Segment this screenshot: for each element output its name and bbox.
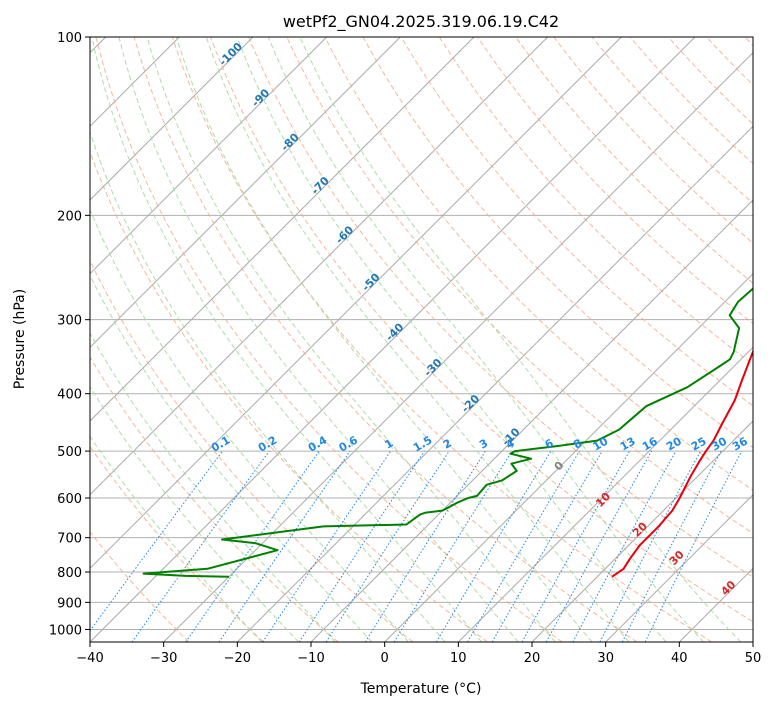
mixing-ratio-line bbox=[600, 451, 701, 642]
isotherm-line bbox=[753, 37, 775, 642]
y-tick-label: 100 bbox=[57, 31, 82, 46]
isotherm-line bbox=[606, 37, 775, 642]
moist-adiabat bbox=[0, 37, 262, 642]
x-axis: −40 −30 −20 −10 0 10 20 30 40 50 bbox=[76, 642, 761, 666]
x-tick-label: −40 bbox=[76, 651, 103, 666]
isotherm-line bbox=[385, 37, 775, 642]
dry-adiabat bbox=[668, 37, 775, 642]
isotherm-line bbox=[0, 37, 474, 642]
y-axis-label: Pressure (hPa) bbox=[12, 289, 28, 389]
y-tick-label: 600 bbox=[57, 492, 82, 507]
x-tick-label: −20 bbox=[224, 651, 251, 666]
plot-frame bbox=[90, 37, 753, 642]
isotherm-label: -20 bbox=[459, 392, 482, 415]
mixing-ratio-line bbox=[219, 451, 350, 642]
isotherm-line bbox=[679, 37, 775, 642]
y-tick-label: 400 bbox=[57, 388, 82, 403]
mixing-ratio-line bbox=[645, 451, 742, 642]
chart-title: wetPf2_GN04.2025.319.06.19.C42 bbox=[283, 12, 559, 32]
isotherm-line bbox=[0, 37, 327, 642]
x-tick-label: −10 bbox=[297, 651, 324, 666]
x-tick-label: 30 bbox=[597, 651, 614, 666]
y-tick-label: 800 bbox=[57, 566, 82, 581]
isotherm-label: -80 bbox=[279, 130, 302, 153]
y-tick-label: 500 bbox=[57, 445, 82, 460]
isotherm-line bbox=[16, 37, 621, 642]
moist-adiabat bbox=[176, 37, 592, 642]
dry-adiabat bbox=[134, 37, 637, 642]
isotherm-line bbox=[0, 37, 400, 642]
moist-adiabat bbox=[268, 37, 703, 642]
x-tick-label: 0 bbox=[381, 651, 389, 666]
isotherm-label: -50 bbox=[359, 270, 382, 293]
x-tick-label: 50 bbox=[745, 651, 762, 666]
isotherm-label: -90 bbox=[249, 86, 272, 109]
mixing-ratio-line bbox=[82, 451, 223, 642]
mixing-ratio-line bbox=[546, 451, 651, 642]
x-tick-label: 20 bbox=[524, 651, 541, 666]
moist-adiabat-label: 40 bbox=[718, 578, 738, 598]
dry-adiabat bbox=[0, 37, 264, 642]
isotherm-line bbox=[532, 37, 775, 642]
x-tick-label: 40 bbox=[671, 651, 688, 666]
y-tick-label: 900 bbox=[57, 596, 82, 611]
mixing-ratio-line bbox=[394, 451, 512, 642]
moist-adiabat-label: 10 bbox=[593, 490, 613, 510]
dry-adiabat bbox=[211, 37, 775, 642]
dry-adiabat bbox=[554, 37, 775, 642]
isotherm-line bbox=[458, 37, 775, 642]
mixing-ratio-label: 6 bbox=[543, 436, 556, 451]
x-tick-label: −30 bbox=[150, 651, 177, 666]
mixing-ratio-line bbox=[468, 451, 580, 642]
y-tick-label: 700 bbox=[57, 532, 82, 547]
dry-adiabat bbox=[592, 37, 775, 642]
dry-adiabat bbox=[707, 37, 775, 642]
moist-adiabat bbox=[0, 37, 335, 642]
y-tick-label: 300 bbox=[57, 314, 82, 329]
mixing-ratio-label: 1 bbox=[382, 437, 395, 452]
dry-adiabat bbox=[0, 37, 189, 642]
mixing-ratio-line bbox=[622, 451, 721, 642]
y-axis: 1000 900 800 700 600 500 400 300 200 100 bbox=[49, 31, 90, 638]
temperature-line bbox=[612, 37, 775, 577]
moist-adiabat-label: 30 bbox=[667, 548, 687, 568]
isotherm-label: -60 bbox=[333, 223, 356, 246]
isotherm-label: -70 bbox=[309, 174, 332, 197]
dry-adiabat bbox=[478, 37, 775, 642]
mixing-ratio-label: 2 bbox=[441, 437, 454, 452]
moist-adiabat-label: 0 bbox=[552, 458, 567, 473]
isotherm-label: -10 bbox=[499, 425, 522, 448]
mixing-ratio-line bbox=[299, 451, 424, 642]
moist-adiabat bbox=[237, 37, 666, 642]
dry-adiabat bbox=[20, 37, 413, 642]
isotherm-line bbox=[237, 37, 775, 642]
moist-adiabat bbox=[92, 37, 482, 642]
mixing-ratio-line bbox=[326, 451, 449, 642]
mixing-ratio-line bbox=[132, 451, 269, 642]
mixing-ratio-line bbox=[263, 451, 391, 642]
y-tick-label: 1000 bbox=[49, 623, 82, 638]
x-tick-label: 10 bbox=[450, 651, 467, 666]
moist-adiabat bbox=[41, 37, 408, 642]
dry-adiabat bbox=[172, 37, 711, 642]
dry-adiabat bbox=[745, 37, 775, 642]
isotherm-label: -100 bbox=[216, 40, 245, 69]
x-axis-label: Temperature (°C) bbox=[360, 681, 482, 697]
y-tick-label: 200 bbox=[57, 209, 82, 224]
mixing-ratio-label: 3 bbox=[477, 437, 490, 452]
isotherm-line bbox=[311, 37, 775, 642]
mixing-ratio-line bbox=[522, 451, 629, 642]
dry-adiabat bbox=[0, 37, 338, 642]
